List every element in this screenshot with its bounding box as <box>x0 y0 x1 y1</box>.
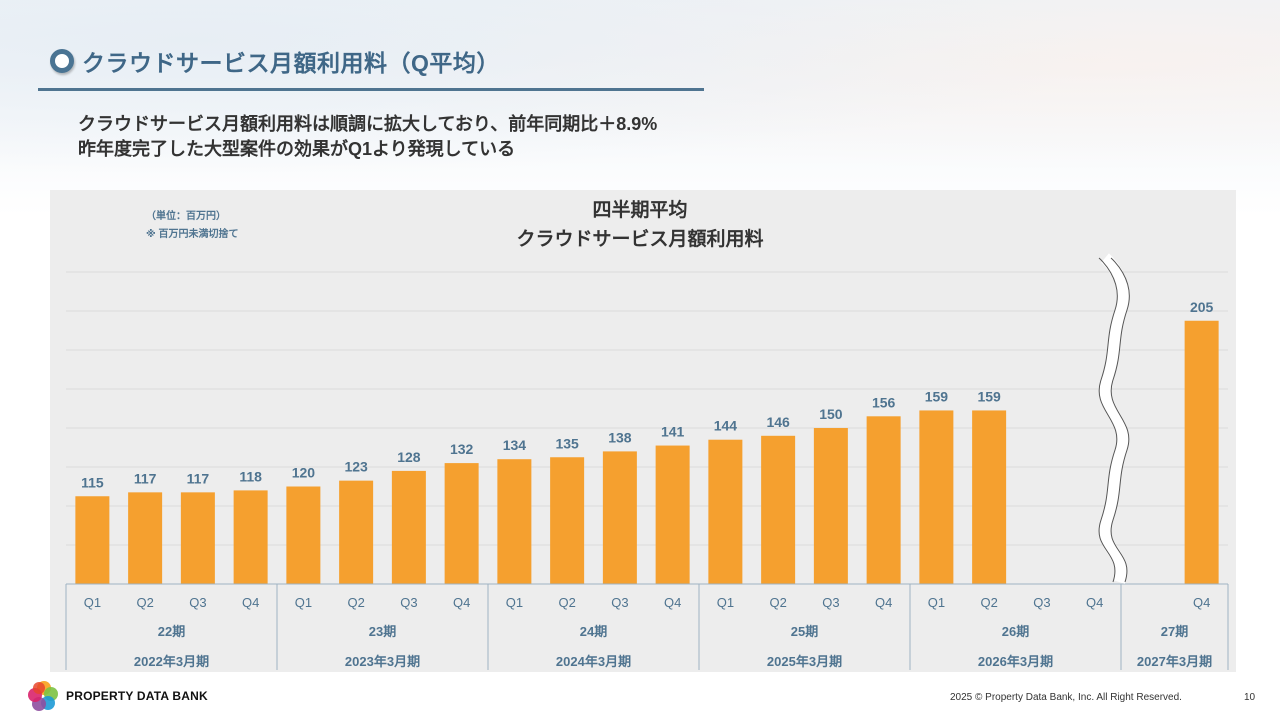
rounding-note: ※ 百万円未満切捨て <box>146 229 239 240</box>
x-tick-label: Q2 <box>769 595 786 610</box>
data-label: 141 <box>661 424 685 440</box>
bar <box>444 463 479 584</box>
page-number: 10 <box>1244 692 1256 703</box>
bar <box>233 490 268 584</box>
logo-text: PROPERTY DATA BANK <box>66 689 208 703</box>
bar <box>286 486 321 584</box>
summary: クラウドサービス月額利用料は順調に拡大しており、前年同期比＋8.9% 昨年度完了… <box>78 112 657 162</box>
data-label: 159 <box>925 388 949 404</box>
bar <box>391 470 426 584</box>
copyright: 2025 © Property Data Bank, Inc. All Righ… <box>950 692 1182 703</box>
data-label: 128 <box>397 449 421 465</box>
data-label: 150 <box>819 406 843 422</box>
fiscal-year-label: 2026年3月期 <box>978 654 1053 669</box>
fiscal-year-label: 2023年3月期 <box>345 654 420 669</box>
data-label: 205 <box>1190 299 1214 315</box>
period-label: 22期 <box>158 624 185 639</box>
axis-break-fill <box>1099 253 1130 584</box>
bar <box>550 457 585 584</box>
x-tick-label: Q3 <box>611 595 628 610</box>
data-label: 135 <box>555 435 579 451</box>
x-tick-label: Q1 <box>928 595 945 610</box>
period-label: 23期 <box>369 624 396 639</box>
ring-bullet-icon <box>50 49 74 73</box>
title-block: クラウドサービス月額利用料（Q平均） <box>50 44 500 78</box>
data-label: 118 <box>239 468 262 484</box>
period-label: 27期 <box>1161 624 1188 639</box>
bar <box>180 492 215 584</box>
x-tick-label: Q3 <box>822 595 839 610</box>
x-tick-label: Q4 <box>242 595 259 610</box>
x-tick-label: Q4 <box>453 595 470 610</box>
bar <box>339 480 374 584</box>
axis-break-line-left <box>1098 257 1118 583</box>
summary-line-2: 昨年度完了した大型案件の効果がQ1より発現している <box>78 139 516 159</box>
x-tick-label: Q3 <box>1033 595 1050 610</box>
company-logo: PROPERTY DATA BANK <box>26 680 208 712</box>
logo-petals-icon <box>28 681 58 711</box>
x-tick-label: Q2 <box>136 595 153 610</box>
period-label: 26期 <box>1002 624 1029 639</box>
title-underline <box>38 88 704 91</box>
data-label: 123 <box>344 459 368 475</box>
x-tick-label: Q4 <box>875 595 892 610</box>
bar <box>761 435 796 584</box>
bar <box>813 428 848 584</box>
bar <box>497 459 532 584</box>
data-label: 156 <box>872 394 896 410</box>
period-label: 24期 <box>580 624 607 639</box>
x-tick-label: Q4 <box>1193 595 1210 610</box>
fiscal-year-label: 2022年3月期 <box>134 654 209 669</box>
bar <box>75 496 110 584</box>
x-tick-label: Q3 <box>400 595 417 610</box>
bar <box>919 410 954 584</box>
fiscal-year-label: 2025年3月期 <box>767 654 842 669</box>
x-tick-label: Q1 <box>84 595 101 610</box>
x-tick-label: Q4 <box>664 595 681 610</box>
x-tick-label: Q2 <box>980 595 997 610</box>
data-label: 144 <box>714 418 738 434</box>
data-label: 117 <box>187 470 210 486</box>
x-tick-label: Q1 <box>506 595 523 610</box>
chart-panel <box>50 190 1236 672</box>
unit-note: （単位：百万円） <box>146 211 226 222</box>
x-tick-label: Q4 <box>1086 595 1103 610</box>
chart-title: 四半期平均 <box>592 200 688 221</box>
x-tick-label: Q3 <box>189 595 206 610</box>
data-label: 132 <box>450 441 474 457</box>
data-label: 159 <box>977 388 1001 404</box>
bar <box>1184 320 1219 584</box>
x-tick-label: Q1 <box>295 595 312 610</box>
bar <box>972 410 1007 584</box>
x-tick-label: Q2 <box>558 595 575 610</box>
bar <box>866 416 901 584</box>
data-label: 117 <box>134 470 157 486</box>
chart-subtitle: クラウドサービス月額利用料 <box>516 229 764 250</box>
x-tick-label: Q1 <box>717 595 734 610</box>
summary-line-1: クラウドサービス月額利用料は順調に拡大しており、前年同期比＋8.9% <box>78 114 658 134</box>
period-label: 25期 <box>791 624 818 639</box>
bar <box>602 451 637 584</box>
fiscal-year-label: 2024年3月期 <box>556 654 631 669</box>
fiscal-year-label: 2027年3月期 <box>1137 654 1212 669</box>
data-label: 115 <box>81 474 104 490</box>
data-label: 146 <box>766 414 790 430</box>
data-label: 134 <box>503 437 527 453</box>
axis-break-line-right <box>1110 257 1130 583</box>
chart-title-block: 四半期平均 クラウドサービス月額利用料 <box>440 196 840 254</box>
data-label: 120 <box>292 465 316 481</box>
bar <box>708 439 743 584</box>
bar <box>655 445 690 584</box>
bar <box>128 492 163 584</box>
chart-notes: （単位：百万円） ※ 百万円未満切捨て <box>146 208 239 244</box>
data-label: 138 <box>608 429 632 445</box>
page-title: クラウドサービス月額利用料（Q平均） <box>82 50 500 76</box>
x-tick-label: Q2 <box>347 595 364 610</box>
